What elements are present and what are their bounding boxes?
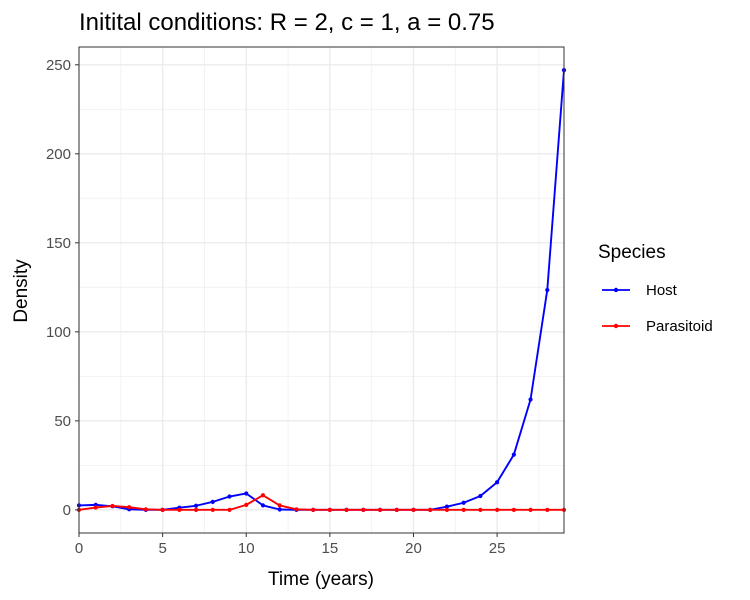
data-point-parasitoid — [361, 507, 366, 512]
y-tick-label: 50 — [54, 413, 71, 430]
y-tick-label: 100 — [46, 324, 71, 341]
data-point-parasitoid — [177, 507, 182, 512]
data-point-host — [244, 491, 249, 496]
y-tick-label: 200 — [46, 146, 71, 163]
series-layer — [76, 68, 567, 512]
plot-background — [79, 47, 564, 533]
legend-label-host: Host — [646, 282, 678, 299]
data-point-host — [528, 397, 533, 402]
x-axis-ticks: 0 5 10 15 20 25 — [75, 533, 506, 557]
data-point-parasitoid — [478, 507, 483, 512]
data-point-parasitoid — [260, 493, 266, 498]
x-tick-label: 0 — [75, 540, 83, 557]
data-point-parasitoid — [461, 507, 466, 512]
legend-item-host: Host — [602, 282, 678, 299]
data-point-host — [227, 494, 232, 499]
data-point-parasitoid — [277, 503, 282, 508]
data-point-host — [495, 480, 500, 485]
data-point-parasitoid — [377, 507, 383, 512]
x-tick-label: 15 — [322, 540, 339, 557]
data-point-host — [478, 493, 483, 499]
legend-title: Species — [598, 242, 666, 263]
y-tick-label: 150 — [46, 235, 71, 252]
data-point-host — [210, 499, 215, 504]
data-point-parasitoid — [528, 507, 533, 512]
chart-title: Initital conditions: R = 2, c = 1, a = 0… — [79, 9, 495, 36]
data-point-parasitoid — [127, 505, 132, 510]
data-point-host — [444, 504, 450, 509]
data-point-parasitoid — [311, 507, 316, 512]
y-axis-ticks: 0 50 100 150 200 250 — [46, 57, 79, 519]
data-point-parasitoid — [545, 507, 550, 512]
y-axis-title: Density — [11, 259, 32, 323]
data-point-parasitoid — [93, 505, 98, 510]
data-point-host — [260, 503, 266, 508]
plot-area — [76, 46, 567, 534]
data-point-parasitoid — [411, 507, 416, 512]
data-point-host — [511, 452, 516, 457]
y-tick-label: 250 — [46, 57, 71, 74]
data-point-parasitoid — [294, 507, 299, 512]
data-point-parasitoid — [210, 507, 215, 512]
data-point-host — [545, 287, 550, 293]
x-tick-label: 20 — [405, 540, 422, 557]
data-point-host — [461, 500, 466, 505]
data-point-parasitoid — [344, 507, 349, 512]
legend-key-point-parasitoid — [613, 323, 619, 329]
data-point-parasitoid — [160, 507, 165, 512]
x-tick-label: 5 — [158, 540, 166, 557]
legend: Species Host Parasitoid — [598, 242, 713, 335]
data-point-parasitoid — [444, 507, 450, 512]
data-point-host — [193, 503, 199, 508]
data-point-parasitoid — [227, 507, 232, 512]
data-point-parasitoid — [110, 503, 115, 509]
data-point-parasitoid — [394, 507, 399, 512]
plot-border — [78, 46, 565, 534]
data-point-parasitoid — [143, 507, 148, 512]
x-tick-label: 25 — [489, 540, 506, 557]
data-point-parasitoid — [244, 502, 249, 507]
x-tick-label: 10 — [238, 540, 255, 557]
data-point-parasitoid — [327, 507, 332, 512]
grid-minor — [79, 47, 564, 533]
legend-label-parasitoid: Parasitoid — [646, 318, 713, 335]
data-point-parasitoid — [495, 507, 500, 512]
data-point-parasitoid — [511, 507, 516, 512]
legend-key-point-host — [613, 287, 619, 293]
data-point-parasitoid — [428, 507, 433, 512]
series-line-parasitoid — [78, 494, 564, 511]
data-point-host — [277, 507, 282, 512]
x-axis-title: Time (years) — [268, 569, 374, 590]
legend-item-parasitoid: Parasitoid — [602, 318, 713, 335]
data-point-parasitoid — [193, 507, 199, 512]
y-tick-label: 0 — [63, 502, 71, 519]
